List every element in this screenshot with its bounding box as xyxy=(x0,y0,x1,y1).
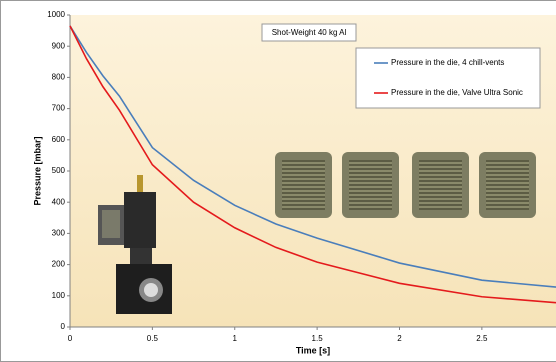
legend-label: Pressure in the die, 4 chill-vents xyxy=(391,58,504,67)
legend-label: Pressure in the die, Valve Ultra Sonic xyxy=(391,88,523,97)
series-line xyxy=(69,25,556,288)
chart-title: Shot-Weight 40 kg Al xyxy=(272,28,347,37)
x-tick-label: 2 xyxy=(397,334,402,343)
x-tick-label: 0 xyxy=(68,334,73,343)
valve-image xyxy=(98,175,172,314)
y-tick-label: 200 xyxy=(52,260,66,269)
y-tick-label: 800 xyxy=(52,73,66,82)
y-tick-label: 1000 xyxy=(47,10,65,19)
y-tick-label: 0 xyxy=(61,322,66,331)
y-tick-label: 400 xyxy=(52,197,66,206)
x-tick-label: 1 xyxy=(233,334,238,343)
y-axis-label: Pressure [mbar] xyxy=(32,136,42,205)
legend xyxy=(355,47,541,109)
y-tick-label: 300 xyxy=(52,229,66,238)
vent-images xyxy=(275,152,536,218)
y-tick-label: 700 xyxy=(52,104,66,113)
y-tick-label: 500 xyxy=(52,166,66,175)
series-line xyxy=(69,25,556,304)
x-axis-label: Time [s] xyxy=(296,345,330,355)
y-tick-label: 100 xyxy=(52,291,66,300)
x-tick-label: 2.5 xyxy=(476,334,488,343)
title-box xyxy=(261,23,357,42)
y-tick-label: 600 xyxy=(52,135,66,144)
y-tick-label: 900 xyxy=(52,41,66,50)
x-tick-label: 0.5 xyxy=(147,334,159,343)
x-tick-label: 1.5 xyxy=(312,334,324,343)
